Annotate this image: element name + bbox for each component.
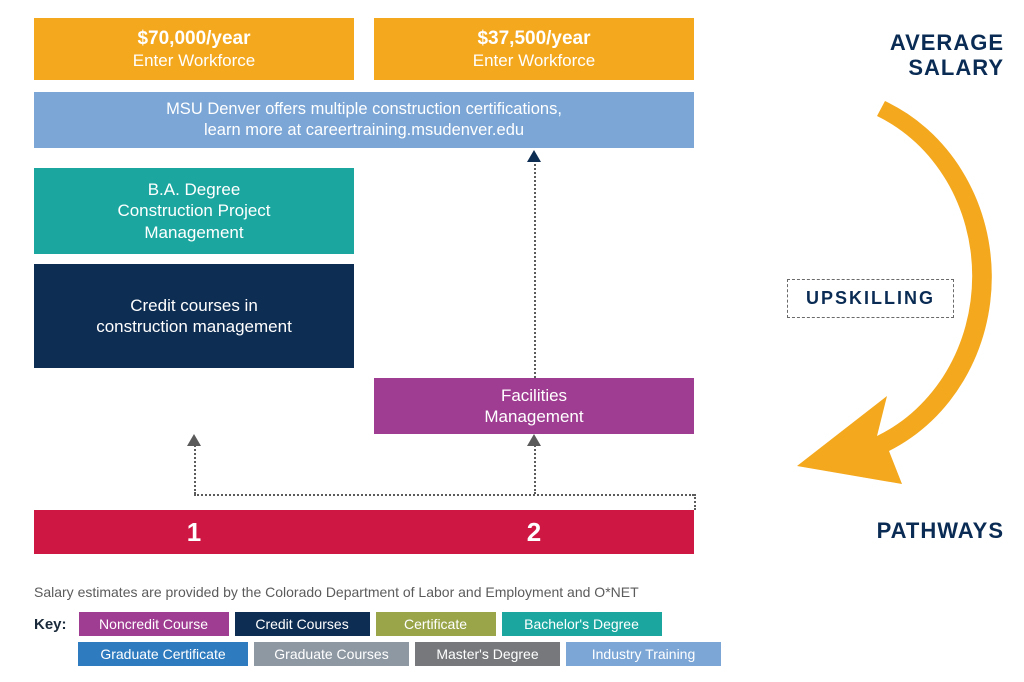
salary-box-2: $70,000/year Enter Workforce [34,18,354,80]
pathways-label: PATHWAYS [877,518,1004,544]
credit-courses-box: Credit courses in construction managemen… [34,264,354,368]
fac1-l1: Facilities [501,385,567,406]
fac2-l2: Management [144,406,243,427]
fac2-l1: Facilities [161,385,227,406]
cert-l2: learn more at careertraining.msudenver.e… [204,120,524,141]
ba-degree-box: B.A. Degree Construction Project Managem… [34,168,354,254]
salary-amount-1: $37,500/year [477,27,590,51]
key-chip: Graduate Courses [254,642,409,666]
ba-l2: Construction Project [117,200,270,221]
diagram-main: $37,500/year Enter Workforce $70,000/yea… [34,18,736,658]
footnote: Salary estimates are provided by the Col… [34,584,639,600]
fac1-l2: Management [484,406,583,427]
ba-l1: B.A. Degree [148,179,241,200]
facilities-box-1: Facilities Management [374,378,694,434]
salary-amount-2: $70,000/year [137,27,250,51]
dotted-right-tail [694,494,696,510]
cert-bar: MSU Denver offers multiple construction … [34,92,694,148]
path-1: 1 [34,516,354,549]
legend: Key: Noncredit CourseCredit CoursesCerti… [34,612,721,666]
ba-l3: Management [144,222,243,243]
key-chip: Credit Courses [235,612,370,636]
credit-l2: construction management [96,316,292,337]
key-chip: Industry Training [566,642,721,666]
facilities-box-2: Facilities Management [34,378,354,434]
key-chip: Master's Degree [415,642,560,666]
cert-l1: MSU Denver offers multiple construction … [166,99,562,120]
legend-row-1: Key: Noncredit CourseCredit CoursesCerti… [34,612,721,636]
grey-arrow-1 [527,434,541,446]
salary-box-1: $37,500/year Enter Workforce [374,18,694,80]
salary-sub-2: Enter Workforce [133,50,256,71]
col1-dotted-line [534,160,536,378]
key-chip: Bachelor's Degree [502,612,662,636]
col1-arrowhead [527,150,541,162]
pathways-bar: 1 2 [34,510,694,554]
grey-v-2 [194,442,196,494]
credit-l1: Credit courses in [130,295,258,316]
key-label: Key: [34,616,67,633]
key-chip: Noncredit Course [79,612,229,636]
salary-sub-1: Enter Workforce [473,50,596,71]
average-salary-label: AVERAGE SALARY [890,30,1004,81]
legend-row-2: Graduate CertificateGraduate CoursesMast… [34,642,721,666]
grey-arrow-2 [187,434,201,446]
path-2: 2 [374,516,694,549]
dotted-horizontal [194,494,694,496]
key-chip: Certificate [376,612,496,636]
avg-line2: SALARY [890,55,1004,80]
upskilling-label: UPSKILLING [787,279,954,318]
avg-line1: AVERAGE [890,30,1004,55]
grey-v-1 [534,442,536,494]
key-chip: Graduate Certificate [78,642,248,666]
